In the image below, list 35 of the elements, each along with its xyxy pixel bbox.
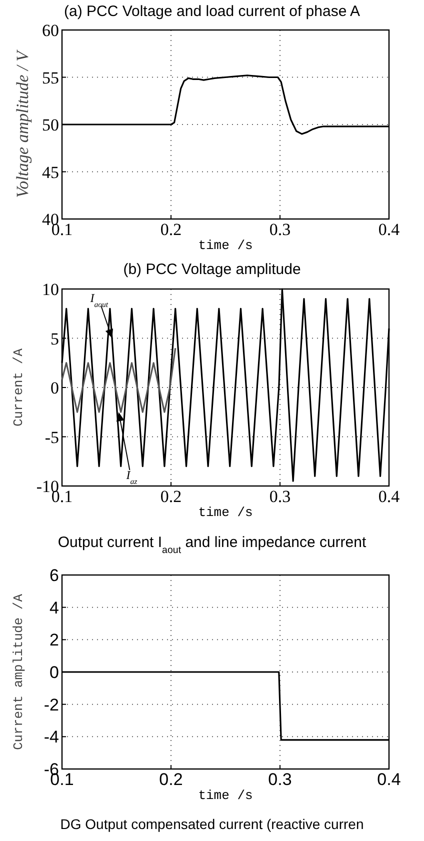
x-tick-label: 0.4	[377, 770, 401, 789]
x-tick-label: 0.3	[268, 770, 292, 789]
y-tick-label: 5	[50, 329, 59, 348]
chart-title: Output current I$_{aout}$ and line impedance current	[58, 534, 367, 556]
y-tick-label: 0	[50, 663, 59, 682]
y-tick-label: 0	[50, 378, 59, 398]
y-tick-label: 60	[42, 21, 59, 40]
x-axis-title: time /s	[198, 238, 253, 253]
x-axis-title: time /s	[198, 505, 253, 520]
y-tick-label: 6	[50, 566, 59, 585]
x-axis-title: time /s	[198, 788, 253, 803]
chart-title: (a) PCC Voltage and load current of phase A	[64, 3, 360, 20]
y-tick-label: 4	[50, 598, 59, 618]
y-axis-title: Current amplitude /A	[11, 594, 26, 750]
annotation: I$_{az}$	[125, 468, 138, 486]
y-axis-title: Voltage amplitude / V	[13, 48, 32, 198]
y-tick-label: -4	[44, 728, 59, 747]
x-tick-label: 0.2	[160, 220, 182, 239]
x-tick-label: 0.3	[269, 220, 291, 239]
y-axis-title: Current /A	[11, 348, 26, 427]
x-tick-label: 0.2	[159, 770, 183, 789]
y-tick-label: 55	[42, 68, 59, 88]
y-tick-label: 2	[50, 630, 59, 650]
annotation: I$_{aout}$	[89, 291, 109, 308]
text: DG Output compensated current (reactive curren	[60, 816, 364, 832]
y-tick-label: -2	[44, 695, 59, 714]
x-tick-label: 0.4	[378, 220, 400, 239]
x-tick-label: 0.4	[378, 487, 400, 506]
chart-title: (b) PCC Voltage amplitude	[123, 261, 301, 278]
y-tick-label: 50	[42, 116, 59, 134]
y-tick-label: 45	[42, 162, 59, 182]
x-tick-label: 0.2	[160, 487, 182, 506]
y-tick-label: -5	[44, 428, 59, 447]
x-tick-label: 0.3	[269, 487, 291, 506]
y-tick-label: 10	[42, 280, 59, 299]
